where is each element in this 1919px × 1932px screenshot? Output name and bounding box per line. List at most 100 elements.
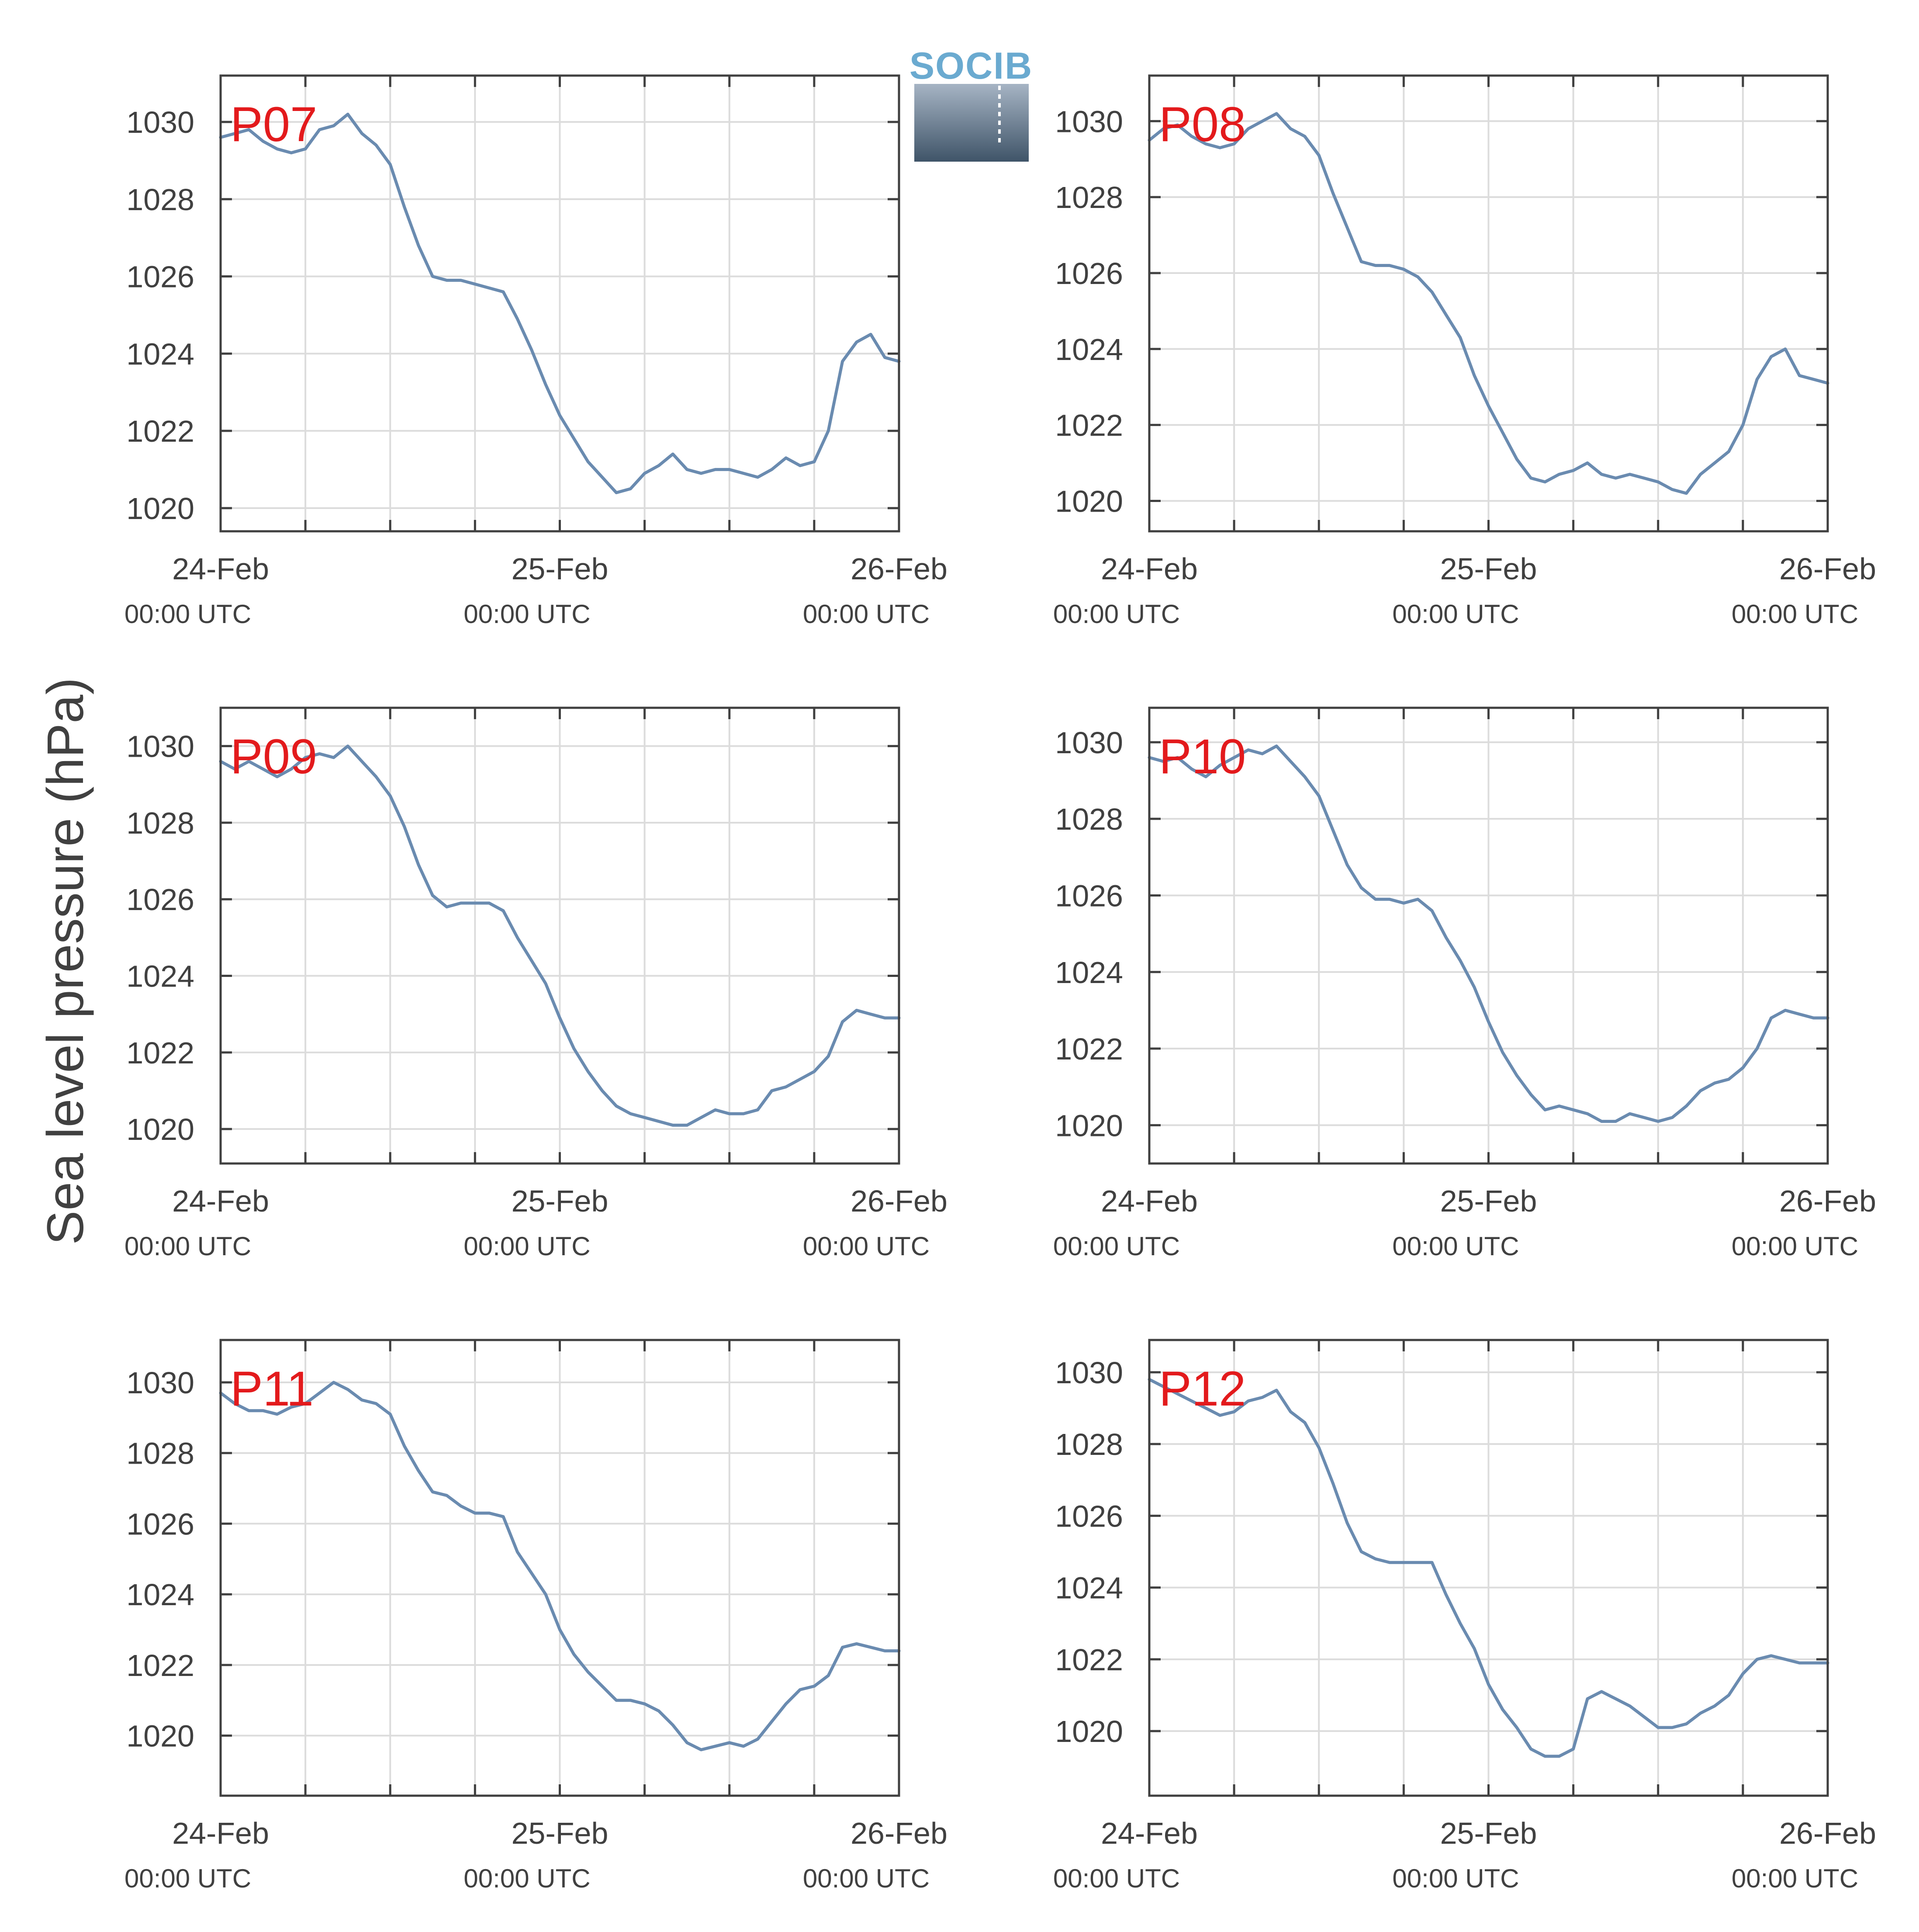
x-tick-sublabel: 00:00 UTC (1053, 599, 1180, 629)
y-tick-label: 1022 (126, 414, 194, 448)
y-tick-label: 1022 (1055, 409, 1123, 443)
y-tick-label: 1022 (126, 1648, 194, 1683)
pressure-line-p12 (1148, 1378, 1829, 1758)
y-tick-label: 1028 (126, 806, 194, 840)
panel-label: P07 (230, 97, 317, 152)
x-tick-sublabel: 00:00 UTC (1732, 1864, 1858, 1893)
y-tick-label: 1022 (1055, 1032, 1123, 1066)
y-tick-label: 1022 (126, 1036, 194, 1070)
panel-p08: 1020 1022 1024 1026 1028 1030 24-Feb 00:00 UTC 2… (1053, 74, 1876, 629)
y-tick-label: 1026 (126, 1507, 194, 1541)
pressure-line-p08 (1148, 112, 1829, 495)
pressure-line-p07 (219, 112, 901, 495)
y-tick-label: 1024 (1055, 1571, 1123, 1605)
x-tick-label: 26-Feb (1779, 1816, 1876, 1850)
x-tick-sublabel: 00:00 UTC (124, 1864, 251, 1893)
y-tick-label: 1024 (126, 1578, 194, 1612)
pressure-line-p11 (219, 1381, 901, 1752)
panel-p10: 1020 1022 1024 1026 1028 1030 24-Feb 00:00 UTC 2… (1053, 706, 1876, 1261)
y-tick-label: 1030 (126, 1366, 194, 1400)
panel-label: P11 (230, 1361, 314, 1416)
x-tick-label: 24-Feb (1101, 1184, 1198, 1218)
panel-label: P10 (1159, 729, 1246, 784)
x-tick-sublabel: 00:00 UTC (1732, 1232, 1858, 1261)
x-tick-label: 26-Feb (851, 552, 947, 586)
plot-frame (219, 74, 900, 533)
x-tick-sublabel: 00:00 UTC (1392, 1232, 1519, 1261)
x-tick-label: 26-Feb (1779, 552, 1876, 586)
x-tick-label: 25-Feb (1440, 552, 1537, 586)
y-tick-label: 1030 (1055, 1356, 1123, 1390)
x-tick-label: 26-Feb (851, 1816, 947, 1850)
y-tick-label: 1030 (126, 105, 194, 139)
panel-label: P08 (1159, 97, 1246, 152)
x-tick-sublabel: 00:00 UTC (1392, 1864, 1519, 1893)
y-axis-title: Sea level pressure (hPa) (37, 678, 94, 1245)
panel-label: P09 (230, 729, 317, 784)
pressure-line-p10 (1148, 744, 1829, 1123)
y-tick-label: 1020 (126, 1112, 194, 1146)
y-tick-label: 1024 (1055, 332, 1123, 367)
x-tick-label: 24-Feb (172, 552, 269, 586)
y-tick-label: 1024 (126, 337, 194, 371)
socib-logo-mark (914, 84, 1029, 162)
x-tick-sublabel: 00:00 UTC (463, 1232, 590, 1261)
y-tick-label: 1020 (1055, 1108, 1123, 1143)
y-tick-label: 1024 (126, 959, 194, 994)
y-tick-label: 1028 (1055, 180, 1123, 215)
x-tick-sublabel: 00:00 UTC (124, 1232, 251, 1261)
y-tick-label: 1026 (126, 883, 194, 917)
plot-frame (1148, 706, 1829, 1165)
pressure-line-p09 (219, 744, 901, 1127)
x-tick-label: 25-Feb (1440, 1816, 1537, 1850)
socib-logo-text: SOCIB (909, 45, 1033, 87)
plot-frame (219, 1339, 900, 1797)
y-tick-label: 1028 (1055, 1427, 1123, 1461)
plot-frame (1148, 74, 1829, 533)
panel-p07: 1020 1022 1024 1026 1028 1030 24-Feb 00:00 UTC 2… (124, 74, 947, 629)
x-tick-sublabel: 00:00 UTC (803, 1232, 930, 1261)
y-tick-label: 1020 (1055, 484, 1123, 518)
x-tick-label: 25-Feb (512, 1816, 609, 1850)
x-tick-sublabel: 00:00 UTC (463, 599, 590, 629)
x-tick-sublabel: 00:00 UTC (1732, 599, 1858, 629)
x-tick-sublabel: 00:00 UTC (463, 1864, 590, 1893)
x-tick-label: 25-Feb (512, 1184, 609, 1218)
plot-frame (1148, 1339, 1829, 1797)
plot-frame (219, 706, 900, 1165)
x-tick-label: 24-Feb (172, 1184, 269, 1218)
panel-label: P12 (1159, 1361, 1246, 1416)
y-tick-label: 1020 (126, 492, 194, 526)
x-tick-label: 26-Feb (851, 1184, 947, 1218)
x-tick-label: 24-Feb (1101, 552, 1198, 586)
y-tick-label: 1030 (1055, 104, 1123, 138)
panel-p11: 1020 1022 1024 1026 1028 1030 24-Feb 00:00 UTC 2… (124, 1339, 947, 1893)
y-tick-label: 1024 (1055, 956, 1123, 990)
y-tick-label: 1028 (126, 1437, 194, 1471)
panel-p09: 1020 1022 1024 1026 1028 1030 24-Feb 00:00 UTC 2… (124, 706, 947, 1261)
x-tick-sublabel: 00:00 UTC (124, 599, 251, 629)
y-tick-label: 1026 (1055, 1499, 1123, 1533)
y-tick-label: 1026 (126, 260, 194, 294)
x-tick-sublabel: 00:00 UTC (1053, 1232, 1180, 1261)
x-tick-sublabel: 00:00 UTC (803, 1864, 930, 1893)
y-tick-label: 1028 (1055, 802, 1123, 836)
y-tick-label: 1030 (1055, 726, 1123, 760)
y-tick-label: 1020 (1055, 1714, 1123, 1748)
x-tick-sublabel: 00:00 UTC (1392, 599, 1519, 629)
y-tick-label: 1020 (126, 1719, 194, 1753)
y-tick-label: 1026 (1055, 879, 1123, 913)
x-tick-sublabel: 00:00 UTC (1053, 1864, 1180, 1893)
y-tick-label: 1030 (126, 730, 194, 764)
y-tick-label: 1026 (1055, 256, 1123, 291)
x-tick-label: 26-Feb (1779, 1184, 1876, 1218)
x-tick-label: 24-Feb (1101, 1816, 1198, 1850)
y-tick-label: 1028 (126, 183, 194, 217)
socib-logo: SOCIB (909, 45, 1033, 162)
x-tick-label: 25-Feb (1440, 1184, 1537, 1218)
x-tick-sublabel: 00:00 UTC (803, 599, 930, 629)
x-tick-label: 24-Feb (172, 1816, 269, 1850)
panel-p12: 1020 1022 1024 1026 1028 1030 24-Feb 00:00 UTC 2… (1053, 1339, 1876, 1893)
x-tick-label: 25-Feb (512, 552, 609, 586)
